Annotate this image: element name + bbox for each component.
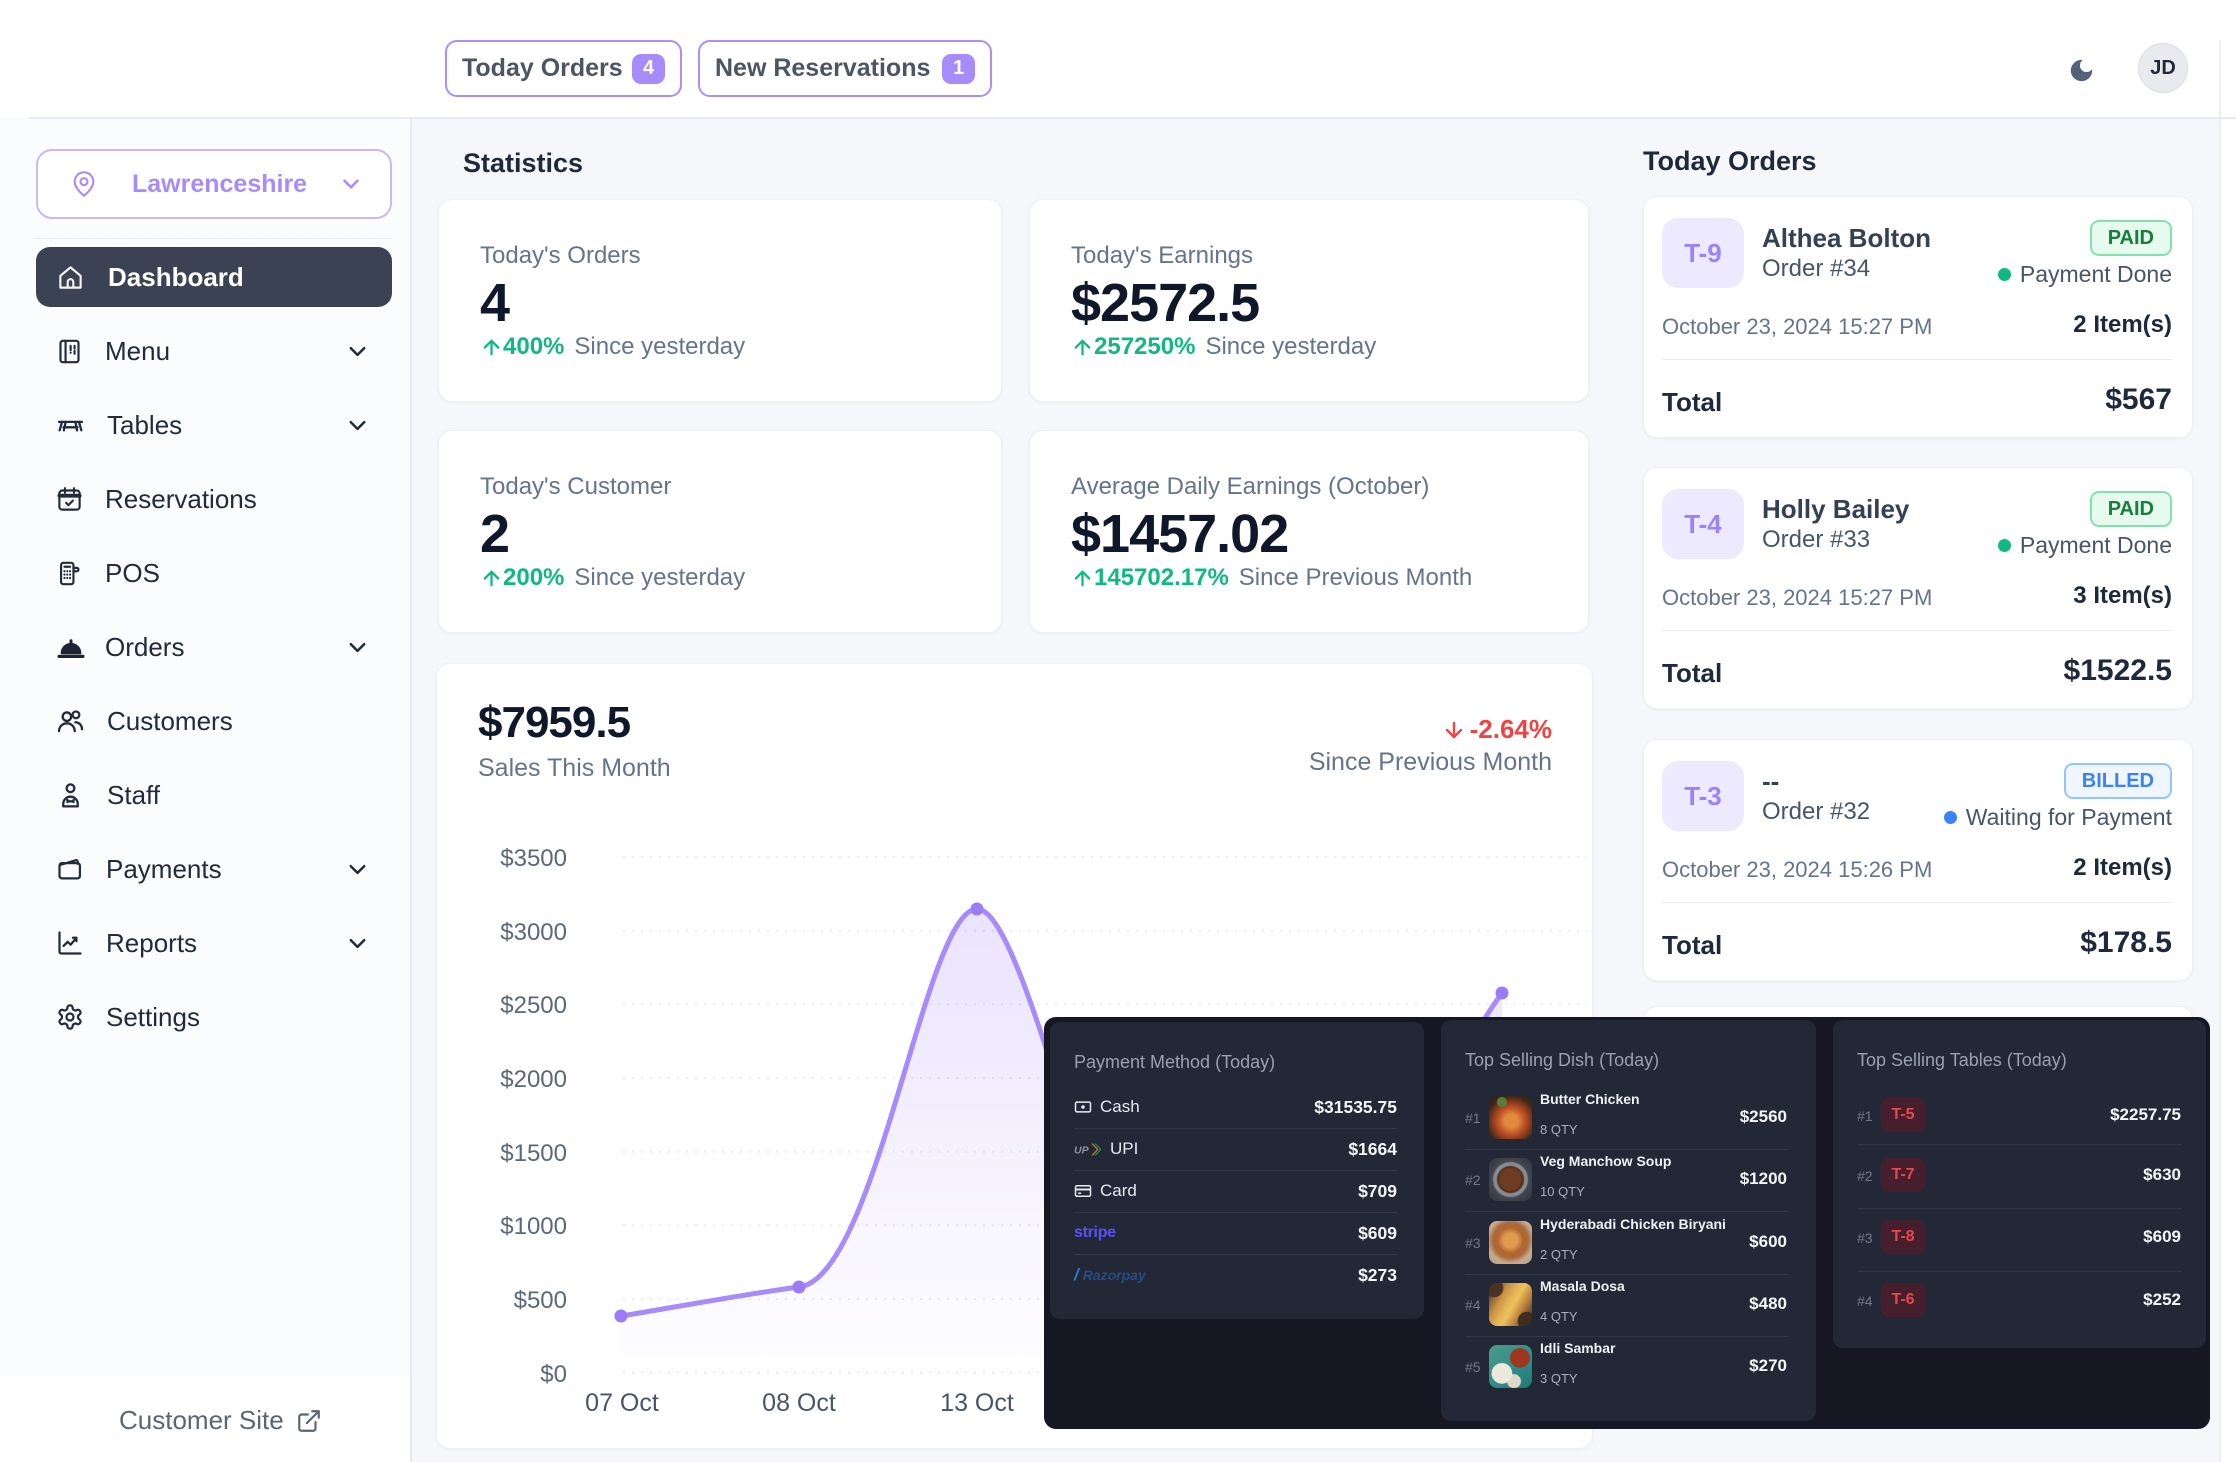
- svg-text:UP: UP: [1074, 1144, 1090, 1156]
